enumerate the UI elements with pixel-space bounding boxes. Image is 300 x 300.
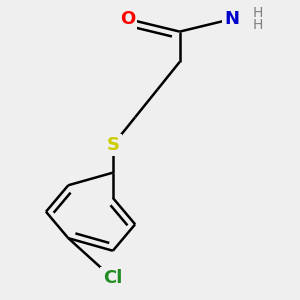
Text: H: H	[253, 18, 263, 32]
Text: N: N	[224, 10, 239, 28]
Text: Cl: Cl	[103, 269, 122, 287]
Text: S: S	[106, 136, 119, 154]
Text: O: O	[120, 10, 135, 28]
Text: H: H	[253, 6, 263, 20]
Text: N: N	[224, 10, 239, 28]
